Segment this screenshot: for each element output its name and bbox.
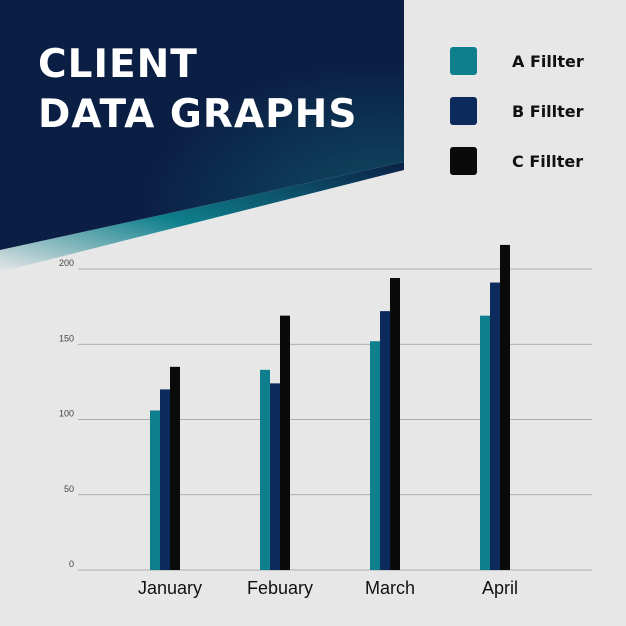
bar-c bbox=[280, 315, 290, 570]
legend-item-a: A Fillter bbox=[450, 47, 620, 75]
bar-c bbox=[500, 244, 510, 571]
header-banner bbox=[0, 0, 404, 272]
x-tick-label: Febuary bbox=[247, 578, 313, 598]
bar-a bbox=[260, 369, 270, 570]
page-title-line-2: DATA GRAPHS bbox=[38, 92, 358, 137]
legend-swatch-c bbox=[450, 147, 477, 175]
legend-swatch-a bbox=[450, 47, 477, 75]
page-title-line-1: CLIENT bbox=[38, 42, 198, 87]
y-tick-label: 100 bbox=[59, 409, 74, 419]
y-tick-label: 0 bbox=[69, 559, 74, 569]
bar-b bbox=[270, 383, 280, 570]
banner-dark-panel bbox=[0, 0, 404, 250]
x-tick-label: April bbox=[482, 578, 518, 598]
bar-b bbox=[380, 311, 390, 570]
y-tick-label: 200 bbox=[59, 258, 74, 268]
banner-accent-band bbox=[0, 162, 404, 272]
x-tick-label: March bbox=[365, 578, 415, 598]
bar-b bbox=[490, 282, 500, 570]
legend-label-b: B Fillter bbox=[512, 102, 584, 121]
legend-label-c: C Fillter bbox=[512, 152, 584, 171]
bar-a bbox=[370, 341, 380, 570]
y-tick-label: 50 bbox=[64, 484, 74, 494]
legend-item-b: B Fillter bbox=[450, 97, 620, 125]
bar-a bbox=[480, 315, 490, 570]
legend-swatch-b bbox=[450, 97, 477, 125]
y-tick-label: 150 bbox=[59, 333, 74, 343]
x-tick-label: January bbox=[138, 578, 202, 598]
bar-c bbox=[390, 278, 400, 570]
bar-b bbox=[160, 389, 170, 570]
legend-item-c: C Fillter bbox=[450, 147, 620, 175]
bar-c bbox=[170, 366, 180, 570]
bar-a bbox=[150, 410, 160, 570]
legend-label-a: A Fillter bbox=[512, 52, 584, 71]
